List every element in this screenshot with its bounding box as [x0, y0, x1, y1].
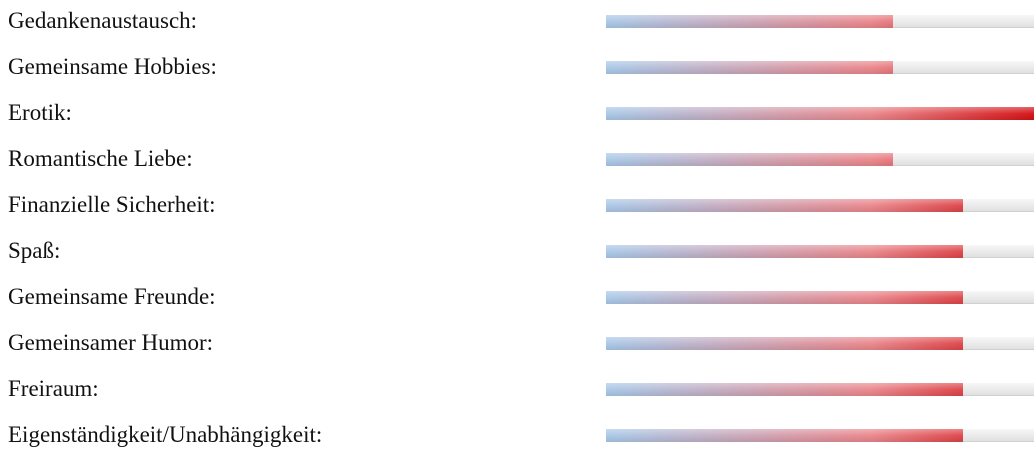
rating-row: Gemeinsame Freunde: [0, 276, 1036, 322]
rating-bar-fill [606, 291, 964, 304]
rating-label: Finanzielle Sicherheit: [8, 192, 216, 217]
rating-row: Freiraum: [0, 368, 1036, 414]
rating-row: Gemeinsame Hobbies: [0, 46, 1036, 92]
rating-label: Romantische Liebe: [8, 146, 193, 171]
rating-row: Gedankenaustausch: [0, 0, 1036, 46]
rating-bar-track [606, 153, 1034, 166]
rating-row: Finanzielle Sicherheit: [0, 184, 1036, 230]
rating-bar-fill [606, 245, 964, 258]
rating-bar-fill [606, 383, 964, 396]
rating-bar-track [606, 15, 1034, 28]
rating-bar-track [606, 383, 1034, 396]
rating-label: Erotik: [8, 100, 72, 125]
rating-bar-fill [606, 337, 964, 350]
rating-bar-fill [606, 199, 964, 212]
rating-row: Erotik: [0, 92, 1036, 138]
rating-bar-fill [606, 107, 1034, 120]
rating-label: Gedankenaustausch: [8, 8, 198, 33]
rating-label: Gemeinsame Freunde: [8, 284, 216, 309]
rating-bar-track [606, 245, 1034, 258]
rating-bar-track [606, 337, 1034, 350]
rating-row: Gemeinsamer Humor: [0, 322, 1036, 368]
rating-bar-track [606, 61, 1034, 74]
rating-row: Romantische Liebe: [0, 138, 1036, 184]
rating-label: Gemeinsamer Humor: [8, 330, 214, 355]
rating-bar-fill [606, 429, 964, 442]
rating-bar-track [606, 429, 1034, 442]
rating-label: Freiraum: [8, 376, 99, 401]
rating-bar-fill [606, 153, 893, 166]
rating-bar-track [606, 107, 1034, 120]
rating-row: Eigenständigkeit/Unabhängigkeit: [0, 414, 1036, 460]
rating-row: Spaß: [0, 230, 1036, 276]
rating-bar-track [606, 291, 1034, 304]
rating-label: Spaß: [8, 238, 61, 263]
rating-bar-fill [606, 15, 893, 28]
rating-bar-track [606, 199, 1034, 212]
rating-label: Gemeinsame Hobbies: [8, 54, 217, 79]
rating-label: Eigenständigkeit/Unabhängigkeit: [8, 422, 323, 447]
rating-bar-fill [606, 61, 893, 74]
